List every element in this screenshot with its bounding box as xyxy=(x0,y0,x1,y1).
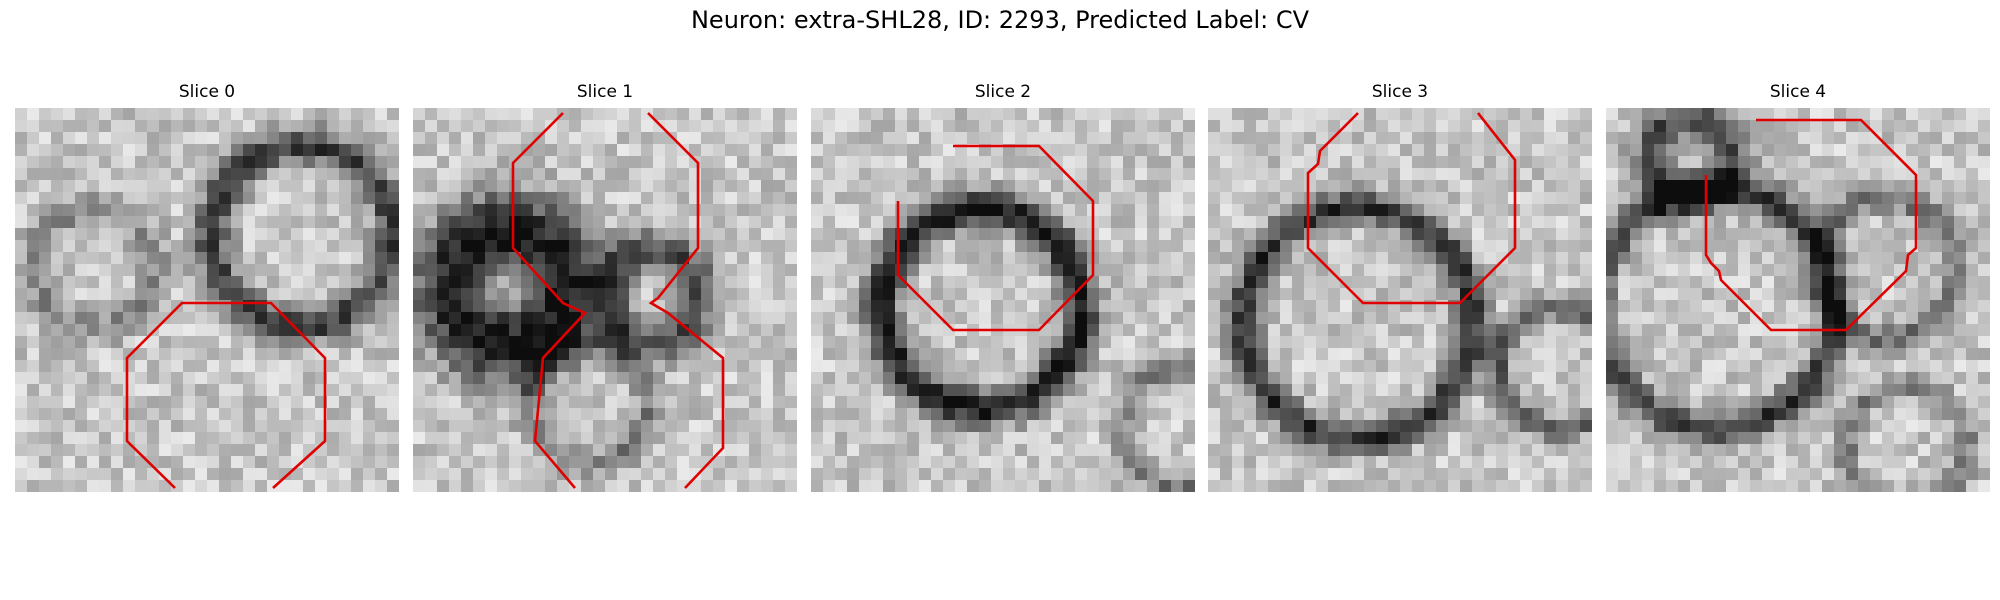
slice-image xyxy=(1606,108,1990,492)
slice-title: Slice 4 xyxy=(1769,82,1827,102)
microscopy-pixels xyxy=(811,108,1195,492)
slice-panel: Slice 2 xyxy=(811,82,1195,492)
slice-panel: Slice 3 xyxy=(1208,82,1592,492)
slice-title: Slice 2 xyxy=(974,82,1032,102)
slice-image xyxy=(413,108,797,492)
slice-title: Slice 1 xyxy=(576,82,634,102)
contour-line xyxy=(1704,118,1918,332)
contour-line xyxy=(125,301,327,489)
microscopy-pixels xyxy=(15,108,399,492)
contour-line xyxy=(896,144,1095,332)
slice-title: Slice 3 xyxy=(1371,82,1429,102)
slice-title: Slice 0 xyxy=(178,82,236,102)
contour-line xyxy=(511,112,588,489)
contour-line xyxy=(647,112,725,489)
slice-image xyxy=(15,108,399,492)
contour-line xyxy=(1306,112,1517,305)
slice-panel: Slice 0 xyxy=(15,82,399,492)
slice-panel: Slice 4 xyxy=(1606,82,1990,492)
microscopy-pixels xyxy=(1208,108,1592,492)
microscopy-pixels xyxy=(413,108,797,492)
microscopy-pixels xyxy=(1606,108,1990,492)
slice-image xyxy=(1208,108,1592,492)
slice-image xyxy=(811,108,1195,492)
slice-panel: Slice 1 xyxy=(413,82,797,492)
figure-title: Neuron: extra-SHL28, ID: 2293, Predicted… xyxy=(690,6,1310,34)
